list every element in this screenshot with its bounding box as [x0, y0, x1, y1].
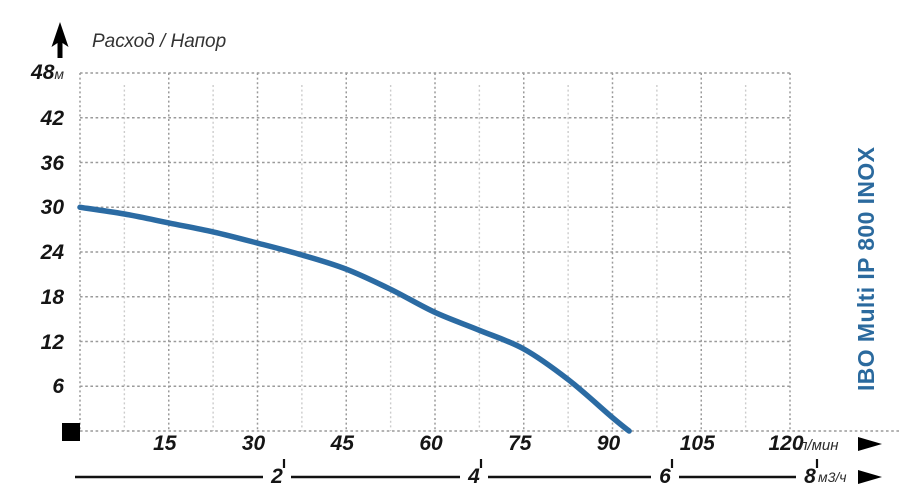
m3h-axis-line [75, 459, 819, 479]
m3h-tick-label: 8 [804, 465, 816, 488]
y-tick-label: 42 [40, 106, 64, 130]
y-axis-unit: м [54, 66, 64, 82]
x-tick-label: 75 [508, 432, 532, 455]
grid-major-lines [79, 72, 901, 432]
x-tick-label: 30 [241, 432, 266, 455]
x-tick-label: 105 [679, 432, 715, 455]
x-tick-label: 120 [768, 432, 804, 455]
x2-axis-right-arrow-icon [858, 470, 882, 484]
product-name-label: IBO Multi IP 800 INOX [853, 146, 879, 391]
x-tick-label: 90 [596, 432, 621, 455]
x-tick-label: 15 [153, 432, 177, 455]
y-axis-top-label: 48м [4, 61, 64, 85]
y-tick-label: 24 [40, 241, 64, 264]
origin-marker-icon [62, 423, 80, 441]
pump-performance-curve [77, 204, 632, 434]
y-tick-label: 18 [40, 285, 64, 309]
y-tick-label: 12 [40, 330, 64, 354]
y-tick-label: 30 [40, 196, 64, 220]
y-axis-up-arrow-icon [51, 22, 69, 58]
x2-axis-unit-label: м3/ч [818, 469, 847, 485]
m3h-tick-label: 2 [271, 465, 283, 488]
x-tick-label: 60 [419, 432, 443, 455]
y-axis-top-value: 48 [31, 61, 55, 84]
m3h-tick-label: 4 [468, 465, 480, 488]
x-axis-unit-label: л/мин [799, 437, 839, 454]
m3h-tick-label: 6 [659, 465, 671, 488]
x-axis-right-arrow-icon [858, 437, 882, 451]
y-tick-label: 36 [40, 151, 64, 175]
x-tick-label: 45 [330, 432, 354, 455]
y-tick-label: 6 [52, 375, 64, 399]
chart-title: Расход / Напор [92, 31, 227, 52]
